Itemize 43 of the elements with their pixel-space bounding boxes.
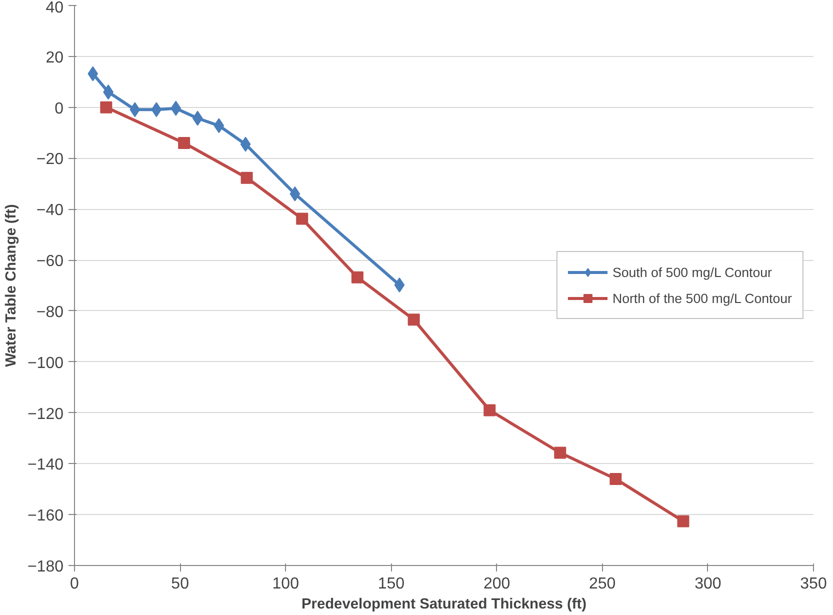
y-tick-label: 20 [46,49,64,66]
point [151,102,162,118]
point [290,186,300,202]
point [178,136,190,149]
point [170,100,182,116]
point [130,102,140,118]
y-tick-label: −120 [27,406,64,423]
point [100,101,112,114]
x-axis-title: Predevelopment Saturated Thickness (ft) [301,596,587,612]
point [240,172,253,184]
x-tick-label: 150 [378,576,405,592]
point [554,446,566,459]
x-tick-label: 0 [70,576,80,592]
y-axis-title: Water Table Change (ft) [3,204,20,367]
y-tick-label: −20 [36,151,64,168]
y-tick-label: −140 [27,456,64,474]
point [484,404,496,416]
legend-label: North of the 500 mg/L Contour [612,290,792,306]
x-tick-label: 200 [483,576,510,592]
point [677,515,690,528]
x-tick-label: 50 [171,576,190,592]
point [408,314,420,326]
point [192,110,203,126]
y-tick-label: 40 [46,0,64,16]
x-tick-label: 350 [800,576,827,592]
point [610,472,622,485]
point [351,271,364,284]
y-tick-label: −40 [36,202,64,220]
x-tick-label: 100 [272,576,300,592]
y-tick-label: 0 [54,100,64,118]
point [296,212,308,225]
point [394,277,405,292]
point [214,118,224,134]
legend-label: South of 500 mg/L Contour [612,264,772,280]
point [240,136,251,152]
y-tick-label: −160 [27,508,64,525]
y-tick-label: −180 [27,558,64,576]
y-tick-label: −80 [36,304,64,321]
y-tick-label: −60 [36,253,64,270]
y-tick-label: −100 [27,354,64,372]
point [88,66,98,82]
x-tick-label: 250 [589,576,616,592]
x-tick-label: 300 [694,576,722,592]
